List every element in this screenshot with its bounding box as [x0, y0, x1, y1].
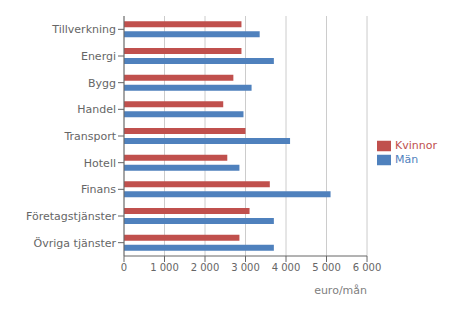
- svg-text:6 000: 6 000: [353, 262, 382, 273]
- svg-text:Handel: Handel: [77, 103, 116, 116]
- svg-text:2 000: 2 000: [191, 262, 220, 273]
- svg-text:Finans: Finans: [81, 183, 116, 196]
- svg-text:4 000: 4 000: [272, 262, 301, 273]
- svg-text:Tillverkning: Tillverkning: [51, 23, 116, 36]
- svg-text:euro/mån: euro/mån: [314, 284, 367, 297]
- svg-text:Företagstjänster: Företagstjänster: [26, 210, 116, 223]
- html-text:Män: Män: [395, 153, 419, 166]
- svg-text:0: 0: [121, 262, 127, 273]
- html-text:Kvinnor: Kvinnor: [395, 139, 437, 152]
- svg-text:1 000: 1 000: [150, 262, 179, 273]
- svg-text:Hotell: Hotell: [84, 157, 116, 170]
- svg-text:5 000: 5 000: [312, 262, 341, 273]
- svg-text:Transport: Transport: [63, 130, 116, 143]
- svg-text:3 000: 3 000: [231, 262, 260, 273]
- svg-text:Övriga tjänster: Övriga tjänster: [34, 237, 117, 250]
- svg-text:Energi: Energi: [81, 50, 116, 63]
- svg-text:Bygg: Bygg: [88, 77, 116, 90]
